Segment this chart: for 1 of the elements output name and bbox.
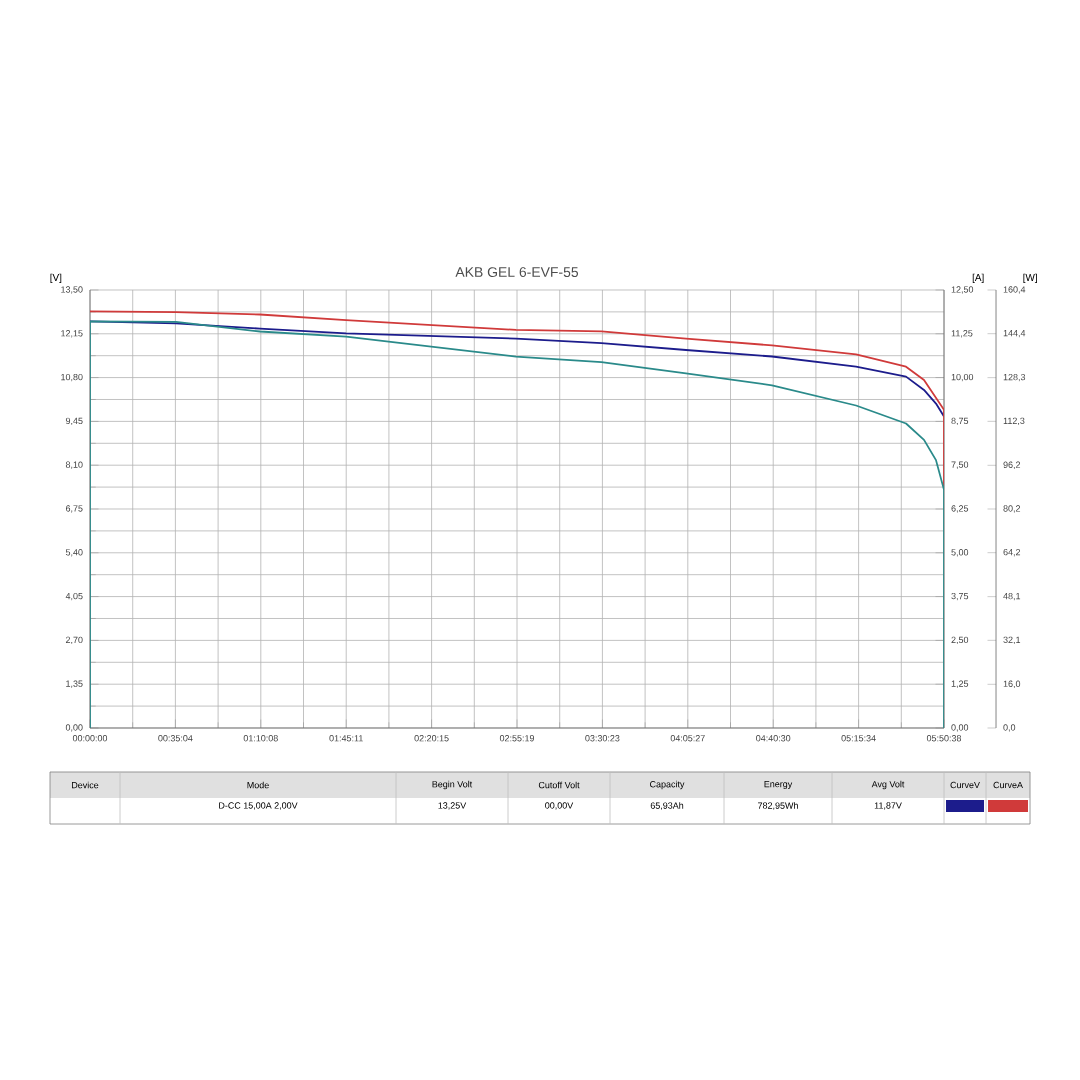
line-series — [90, 310, 945, 488]
